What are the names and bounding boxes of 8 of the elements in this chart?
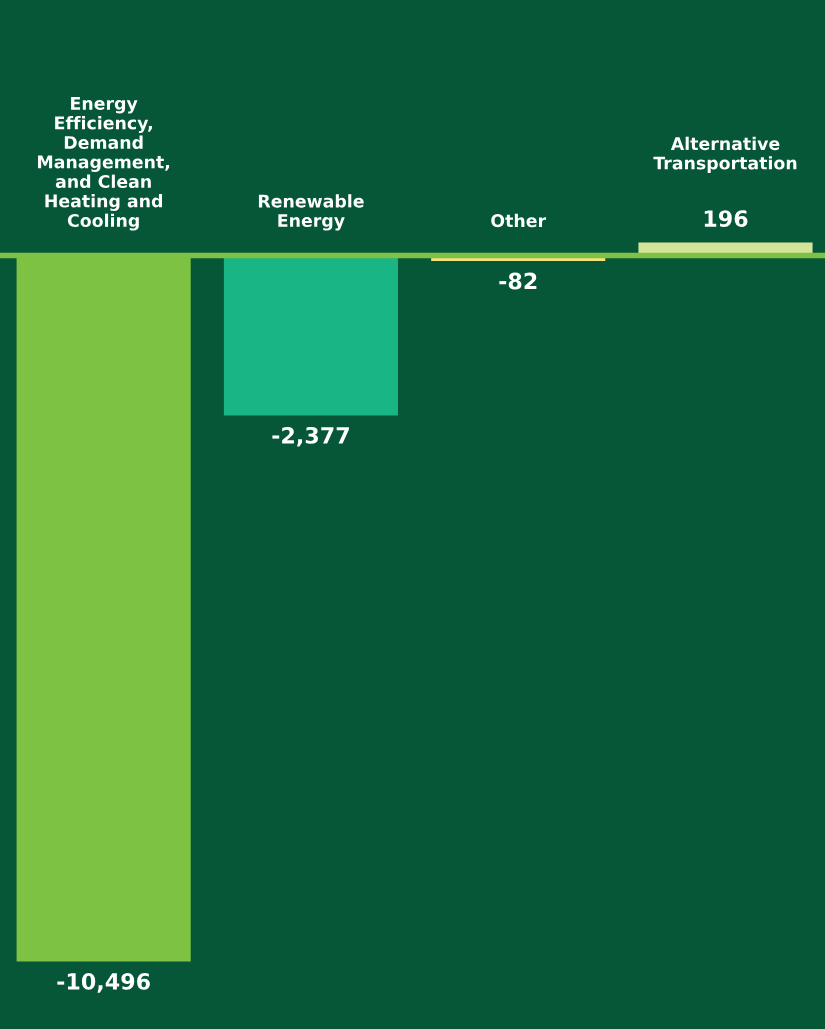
data-label: 196 (704, 210, 748, 227)
x-tick-label: Energy Efficiency, Demand Management, and Clean Heating and Cooling (38, 96, 170, 231)
x-tick-label: Other (491, 213, 547, 228)
data-label: -2,377 (272, 426, 349, 447)
data-label: -10,496 (57, 972, 150, 993)
data-label: -82 (499, 272, 537, 290)
x-tick-label: Alternative Transportation (653, 136, 797, 173)
x-tick-label: Renewable Energy (258, 194, 364, 231)
